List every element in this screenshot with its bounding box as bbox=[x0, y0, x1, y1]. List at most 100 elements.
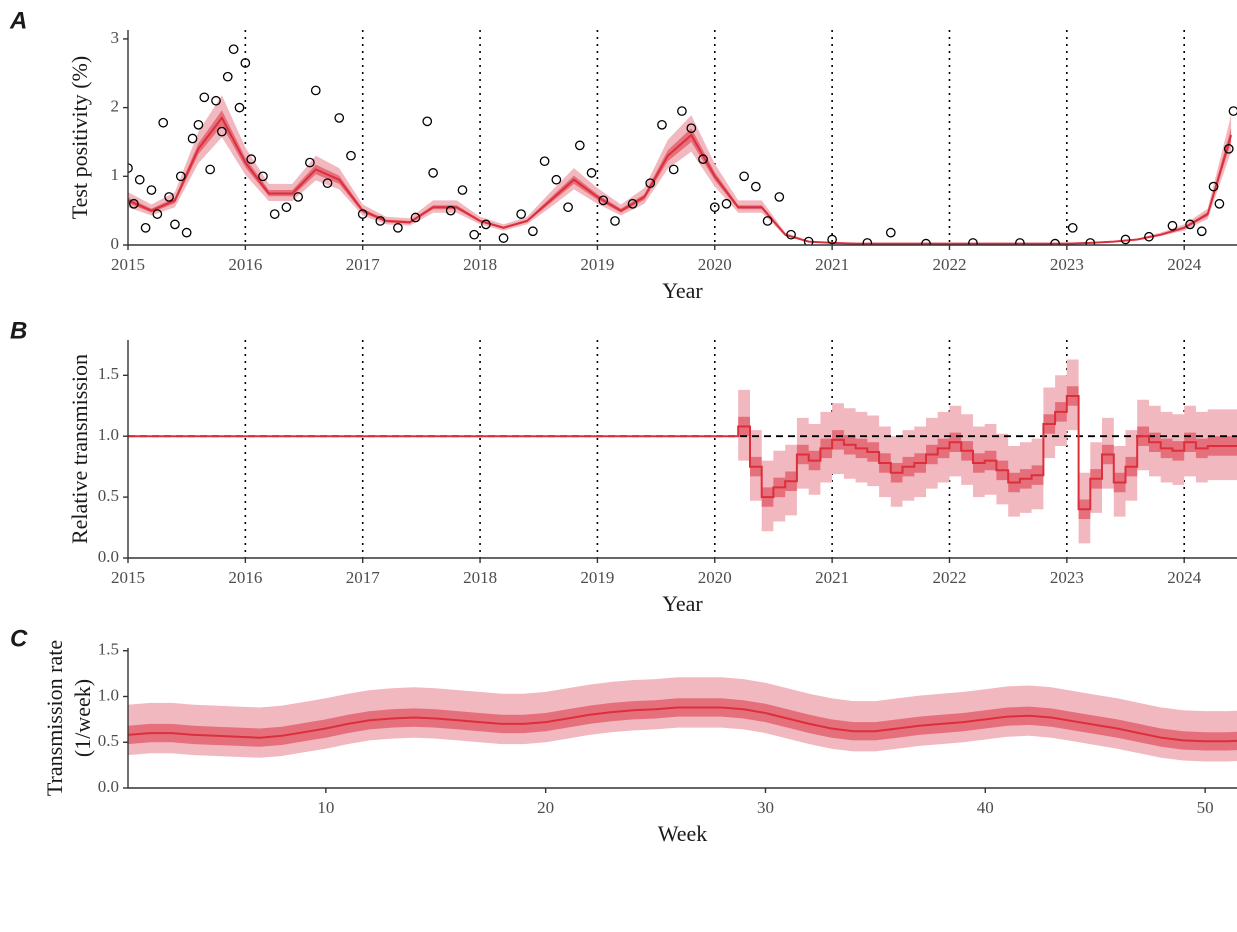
observation bbox=[134, 174, 145, 185]
panel-label: C bbox=[10, 625, 28, 652]
observation bbox=[563, 202, 573, 213]
band bbox=[128, 698, 1237, 751]
y-axis-title: Test positivity (%) bbox=[67, 56, 92, 219]
observation bbox=[1015, 238, 1025, 245]
x-tick-label: 2021 bbox=[815, 568, 849, 587]
observation bbox=[1085, 238, 1096, 245]
observation bbox=[269, 209, 280, 219]
observation bbox=[1228, 106, 1237, 116]
observation bbox=[762, 216, 773, 226]
observation bbox=[140, 222, 151, 233]
observation bbox=[1050, 238, 1060, 245]
observation bbox=[481, 219, 491, 230]
observation bbox=[739, 171, 749, 182]
observation bbox=[921, 238, 931, 245]
observation bbox=[645, 178, 656, 189]
observation bbox=[528, 226, 538, 237]
plot-area bbox=[128, 30, 1237, 245]
observation bbox=[498, 233, 509, 243]
observation bbox=[574, 140, 585, 151]
observation bbox=[222, 71, 233, 82]
x-tick-label: 2022 bbox=[932, 568, 966, 587]
x-tick-label: 2023 bbox=[1050, 568, 1084, 587]
observation bbox=[786, 229, 796, 240]
observation bbox=[698, 154, 708, 164]
observation bbox=[968, 238, 978, 245]
x-tick-label: 10 bbox=[317, 798, 334, 817]
observation bbox=[862, 238, 873, 245]
observation bbox=[281, 202, 292, 213]
observation bbox=[428, 168, 438, 178]
observation bbox=[334, 113, 345, 123]
observation bbox=[1167, 220, 1178, 231]
x-tick-label: 2019 bbox=[580, 568, 614, 587]
observation bbox=[827, 234, 837, 245]
observation bbox=[1223, 143, 1234, 154]
observation bbox=[375, 216, 386, 226]
observation bbox=[129, 198, 139, 209]
y-tick-label: 0.5 bbox=[98, 731, 119, 750]
observation bbox=[305, 157, 315, 168]
observation bbox=[158, 117, 169, 128]
fit-line bbox=[128, 395, 1237, 511]
x-tick-label: 2017 bbox=[346, 568, 381, 587]
observation bbox=[1067, 222, 1078, 233]
x-tick-label: 2023 bbox=[1050, 255, 1084, 274]
y-tick-label: 0.5 bbox=[98, 486, 119, 505]
observation bbox=[146, 185, 157, 195]
observation bbox=[1196, 226, 1207, 237]
observation bbox=[803, 236, 814, 245]
plot-area bbox=[128, 340, 1237, 558]
x-tick-label: 2015 bbox=[111, 568, 145, 587]
observation bbox=[322, 178, 333, 189]
x-tick-label: 2019 bbox=[580, 255, 614, 274]
observation bbox=[240, 58, 251, 68]
observation bbox=[422, 116, 433, 127]
observation bbox=[657, 119, 667, 130]
observation bbox=[205, 164, 215, 175]
x-tick-label: 2021 bbox=[815, 255, 849, 274]
y-tick-label: 1.5 bbox=[98, 364, 119, 383]
observation bbox=[199, 92, 210, 103]
observation bbox=[709, 202, 720, 213]
plot-area bbox=[128, 677, 1237, 762]
observation bbox=[293, 192, 304, 202]
observation bbox=[774, 192, 785, 202]
observation bbox=[586, 168, 597, 178]
observation bbox=[170, 219, 180, 230]
x-tick-label: 2018 bbox=[463, 568, 497, 587]
y-tick-label: 0.0 bbox=[98, 547, 119, 566]
observation bbox=[1185, 219, 1195, 230]
y-tick-label: 1.0 bbox=[98, 425, 119, 444]
observation bbox=[234, 102, 245, 113]
observation bbox=[193, 119, 204, 130]
observation bbox=[885, 227, 896, 238]
observation bbox=[181, 227, 192, 238]
panel-label: B bbox=[10, 317, 27, 344]
observation bbox=[410, 212, 421, 223]
observation bbox=[175, 171, 186, 182]
y-tick-label: 2 bbox=[111, 97, 120, 116]
y-tick-label: 1 bbox=[111, 165, 120, 184]
x-tick-label: 2016 bbox=[228, 568, 262, 587]
observation bbox=[310, 85, 321, 96]
x-tick-label: 2024 bbox=[1167, 255, 1202, 274]
observation bbox=[1120, 234, 1131, 245]
observation bbox=[686, 123, 697, 134]
observation bbox=[228, 44, 239, 55]
observation bbox=[357, 209, 368, 219]
observation bbox=[445, 205, 456, 216]
observation bbox=[246, 154, 257, 164]
x-tick-label: 2018 bbox=[463, 255, 497, 274]
observation bbox=[217, 126, 227, 137]
band bbox=[128, 95, 1232, 245]
fit-line bbox=[128, 116, 1233, 245]
y-axis-title: (1/week) bbox=[70, 679, 95, 757]
observation bbox=[598, 195, 609, 206]
observation bbox=[457, 185, 468, 195]
observation bbox=[164, 192, 174, 202]
y-tick-label: 0 bbox=[111, 234, 120, 253]
observation bbox=[469, 229, 480, 240]
observation bbox=[677, 106, 687, 116]
